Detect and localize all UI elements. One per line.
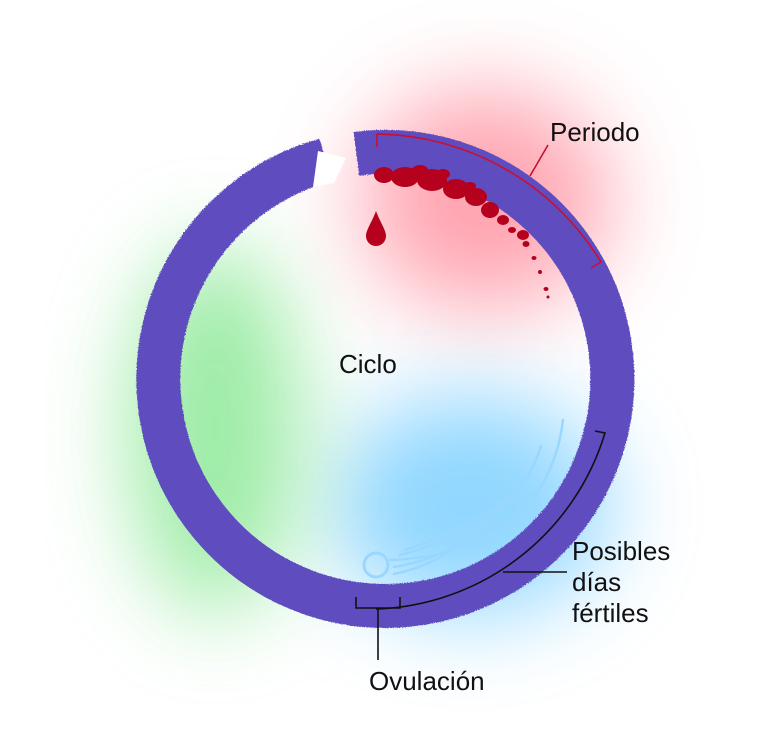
fertile-days-label-line-1: Posibles: [572, 536, 671, 566]
fertile-days-label-line-3: fértiles: [572, 598, 649, 628]
fertile-streaks: [388, 418, 565, 576]
blood-drop-icon: [366, 211, 386, 246]
ring-gap-notch: [313, 151, 346, 187]
ovulation-label: Ovulación: [369, 666, 485, 696]
cycle-label: Ciclo: [339, 349, 397, 379]
fertile-days-label: Posibles días fértiles: [572, 536, 670, 629]
period-bracket: [376, 133, 603, 269]
period-blood-marks: [374, 165, 550, 299]
ovulation-ring-icon: [362, 551, 390, 579]
ovulation-bracket: [355, 597, 401, 660]
fertile-days-label-line-2: días: [572, 567, 622, 597]
period-label: Periodo: [550, 117, 640, 147]
fertile-days-bracket: [375, 430, 607, 610]
